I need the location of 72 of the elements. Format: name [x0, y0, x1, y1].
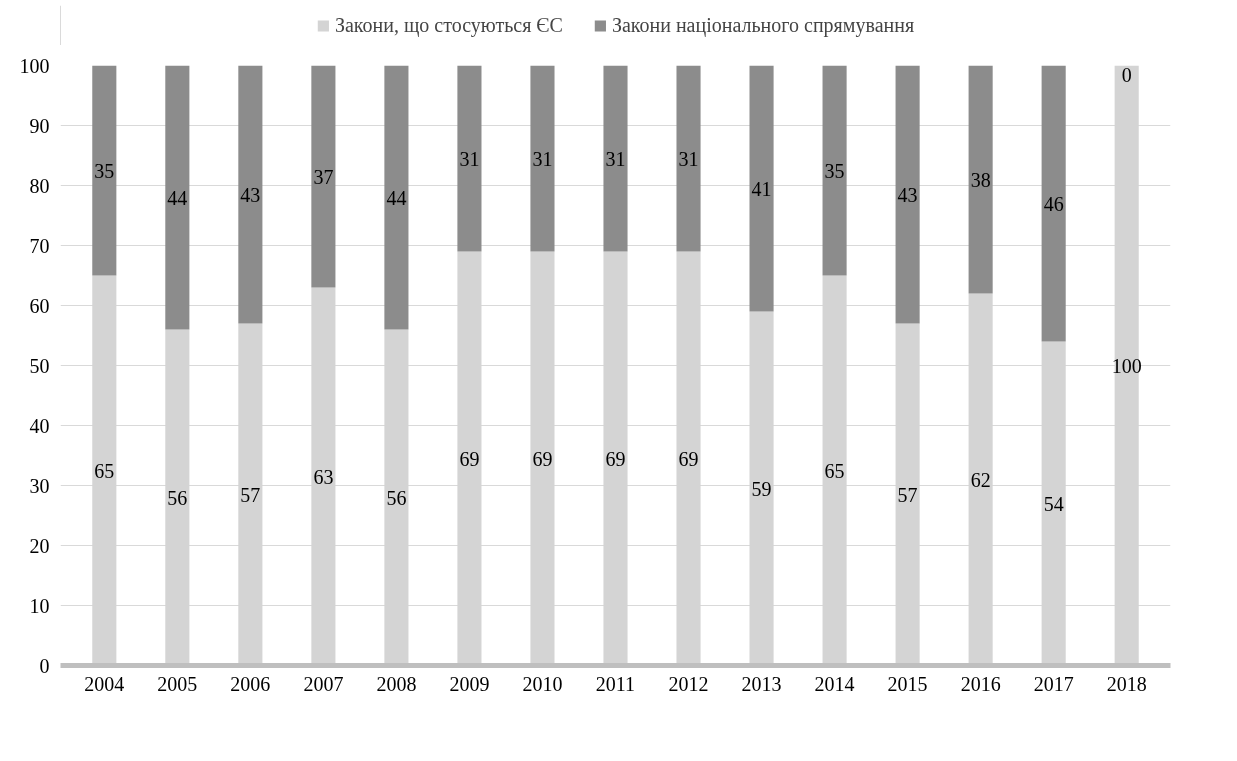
data-label: 57 [897, 483, 918, 506]
x-tick-label: 2004 [84, 672, 125, 695]
data-label: 69 [459, 447, 480, 470]
y-tick-label: 40 [29, 414, 50, 437]
bar [1041, 65, 1066, 342]
bar [822, 65, 847, 276]
bar [676, 65, 701, 252]
bar [895, 65, 920, 324]
data-label: 31 [605, 147, 626, 170]
y-tick-label: 100 [19, 54, 50, 77]
y-tick-label: 90 [29, 114, 50, 137]
data-label: 69 [678, 447, 699, 470]
x-tick-label: 2009 [449, 672, 490, 695]
data-label: 31 [678, 147, 699, 170]
x-tick-label: 2017 [1033, 672, 1074, 695]
y-tick-label: 10 [29, 594, 50, 617]
data-label: 54 [1043, 492, 1064, 515]
data-label: 46 [1043, 192, 1064, 215]
y-tick-label: 0 [39, 654, 50, 677]
bar [749, 65, 774, 312]
x-tick-label: 2011 [595, 672, 636, 695]
x-tick-label: 2007 [303, 672, 344, 695]
data-label: 44 [386, 186, 407, 209]
bar [457, 65, 482, 252]
data-label: 43 [897, 183, 918, 206]
bar [384, 65, 409, 330]
data-label: 69 [605, 447, 626, 470]
x-tick-label: 2005 [157, 672, 198, 695]
data-label: 59 [751, 477, 772, 500]
x-tick-label: 2006 [230, 672, 271, 695]
data-label: 63 [313, 465, 334, 488]
y-tick-label: 80 [29, 174, 50, 197]
data-label: 35 [94, 159, 115, 182]
bar [530, 65, 555, 252]
data-label: 31 [459, 147, 480, 170]
bar [311, 65, 336, 288]
x-tick-label: 2008 [376, 672, 417, 695]
data-label: 57 [240, 483, 261, 506]
data-label: 35 [824, 159, 845, 182]
bar [92, 65, 117, 276]
data-label: 44 [167, 186, 188, 209]
x-tick-label: 2012 [668, 672, 709, 695]
data-label: 0 [1121, 63, 1132, 86]
bar [968, 65, 993, 294]
y-tick-label: 30 [29, 474, 50, 497]
bar [165, 65, 190, 330]
data-label: 43 [240, 183, 261, 206]
bar [238, 65, 263, 324]
y-tick-label: 20 [29, 534, 50, 557]
legend-label: Закони національного спрямування [611, 13, 915, 37]
data-label: 65 [824, 459, 845, 482]
data-label: 69 [532, 447, 553, 470]
data-label: 38 [970, 168, 991, 191]
bar [603, 65, 628, 252]
data-label: 100 [1111, 354, 1142, 377]
data-label: 56 [167, 486, 188, 509]
y-tick-label: 70 [29, 234, 50, 257]
x-tick-label: 2015 [887, 672, 928, 695]
data-label: 31 [532, 147, 553, 170]
y-tick-label: 50 [29, 354, 50, 377]
data-label: 56 [386, 486, 407, 509]
y-tick-label: 60 [29, 294, 50, 317]
legend-label: Закони, що стосуються ЄС [334, 13, 563, 37]
x-tick-label: 2010 [522, 672, 563, 695]
data-label: 62 [970, 468, 991, 491]
data-label: 41 [751, 177, 772, 200]
x-tick-label: 2014 [814, 672, 855, 695]
data-label: 65 [94, 459, 115, 482]
data-label: 37 [313, 165, 334, 188]
x-tick-label: 2018 [1106, 672, 1147, 695]
x-tick-label: 2013 [741, 672, 782, 695]
x-tick-label: 2016 [960, 672, 1001, 695]
